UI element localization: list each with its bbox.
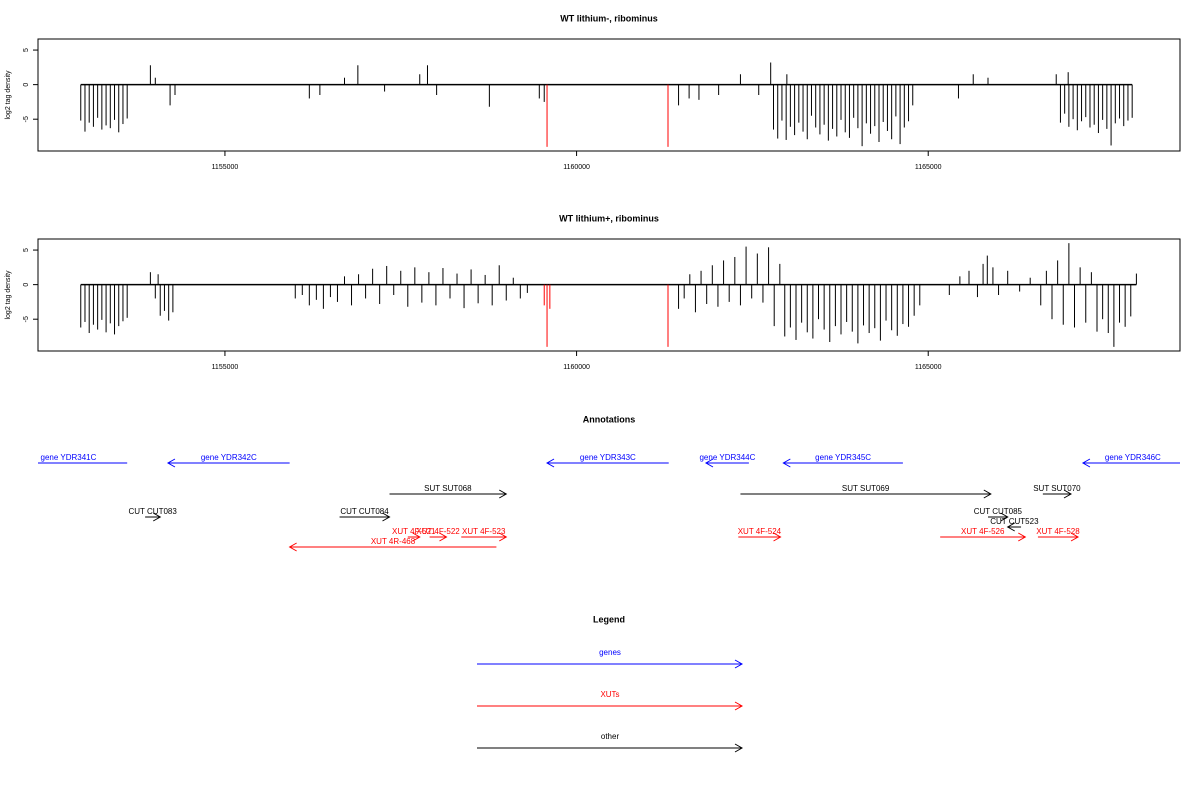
legend-label: other xyxy=(601,732,620,741)
feature-label: XUT 4F-526 xyxy=(961,527,1005,536)
x-tick-label: 1160000 xyxy=(563,364,590,371)
arrow-head xyxy=(704,458,714,468)
feature-label: gene YDR343C xyxy=(580,453,636,462)
feature-label: XUT 4F-522 xyxy=(416,527,460,536)
arrow-head xyxy=(10,459,17,467)
x-tick-label: 1160000 xyxy=(563,164,590,171)
arrow-head xyxy=(412,532,421,542)
x-tick-label: 1155000 xyxy=(212,164,239,171)
arrow-head xyxy=(499,489,508,499)
chart-title: Legend xyxy=(593,614,625,624)
chart-title: Annotations xyxy=(583,414,636,424)
x-tick-label: 1165000 xyxy=(915,364,942,371)
arrow-head xyxy=(546,458,555,468)
arrow-head xyxy=(1070,532,1080,542)
arrow-head xyxy=(1000,512,1009,522)
feature-label: gene YDR342C xyxy=(201,453,257,462)
feature-label: gene YDR346C xyxy=(1105,453,1161,462)
feature-label: XUT 4F-528 xyxy=(1036,527,1080,536)
feature-label: XUT 4R-468 xyxy=(371,537,416,546)
y-axis-label: log2 tag density xyxy=(5,270,12,320)
y-tick-label: 0 xyxy=(23,83,30,87)
y-tick-label: 0 xyxy=(23,283,30,287)
arrow-head xyxy=(1063,489,1072,499)
arrow-head xyxy=(166,458,176,468)
chart-title: WT lithium-, ribominus xyxy=(560,13,658,23)
feature-label: SUT SUT069 xyxy=(842,484,890,493)
arrow-head xyxy=(734,659,744,669)
feature-label: CUT CUT085 xyxy=(974,507,1023,516)
arrow-head xyxy=(1018,532,1027,542)
x-tick-label: 1165000 xyxy=(915,164,942,171)
x-tick-label: 1155000 xyxy=(212,364,239,371)
arrow-head xyxy=(734,743,744,753)
y-tick-label: -5 xyxy=(23,116,30,122)
chart-title: WT lithium+, ribominus xyxy=(559,213,659,223)
plot-frame xyxy=(37,38,1181,152)
feature-label: SUT SUT068 xyxy=(424,484,472,493)
feature-label: XUT 4F-524 xyxy=(738,527,782,536)
y-tick-label: 5 xyxy=(23,248,30,252)
arrow-head xyxy=(152,512,162,522)
feature-label: CUT CUT523 xyxy=(990,517,1039,526)
feature-label: SUT SUT070 xyxy=(1033,484,1081,493)
feature-label: CUT CUT083 xyxy=(129,507,178,516)
arrow-head xyxy=(382,512,391,522)
arrow-head xyxy=(499,532,508,542)
legend-label: XUTs xyxy=(600,690,619,699)
y-tick-label: -5 xyxy=(23,316,30,322)
feature-label: gene YDR341C xyxy=(41,453,97,462)
annotation-track: gene YDR341C gene YDR342C gene YDR343C gene… xyxy=(10,453,1180,552)
arrow-head xyxy=(773,532,782,542)
feature-label: XUT 4F-523 xyxy=(462,527,506,536)
arrow-head xyxy=(439,532,448,542)
plot-frame xyxy=(37,238,1181,352)
feature-label: gene YDR345C xyxy=(815,453,871,462)
y-tick-label: 5 xyxy=(23,48,30,52)
arrow-head xyxy=(1006,522,1015,532)
feature-label: XUT 4F-521 xyxy=(392,527,436,536)
feature-label: CUT CUT084 xyxy=(340,507,389,516)
arrow-head xyxy=(983,489,992,499)
arrow-head xyxy=(782,458,791,468)
feature-label: gene YDR344C xyxy=(699,453,755,462)
legend-label: genes xyxy=(599,648,621,657)
arrow-head xyxy=(734,701,744,711)
arrow-head xyxy=(1081,458,1091,468)
y-axis-label: log2 tag density xyxy=(5,70,12,120)
arrow-head xyxy=(288,542,297,552)
